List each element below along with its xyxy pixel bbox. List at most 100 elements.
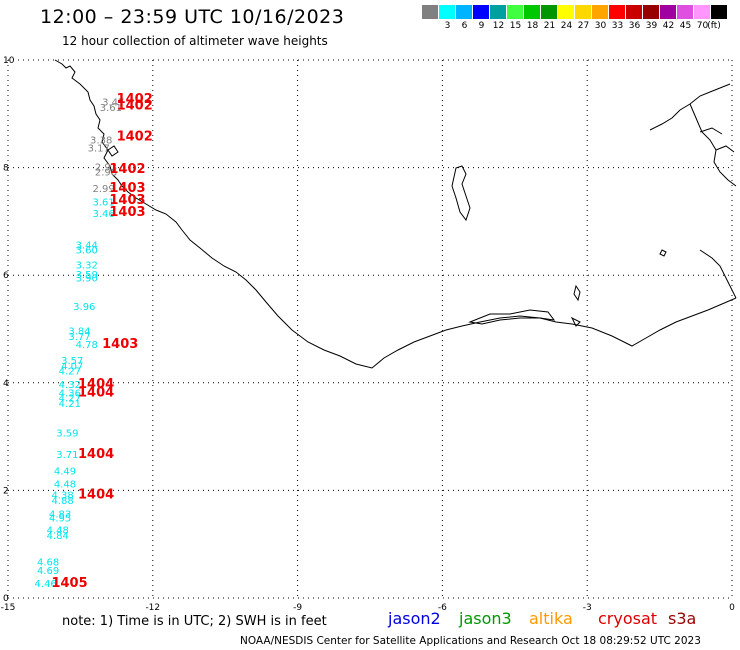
y-tick-label: 4 [3, 379, 9, 389]
color-scale-label: 36 [628, 21, 641, 31]
wave-height-label: 3.32 [76, 261, 98, 272]
wave-height-label: 4.32 [59, 380, 81, 391]
map-title: 12:00 – 23:59 UTC 10/16/2023 [40, 6, 345, 28]
color-scale-swatch [694, 5, 711, 19]
coastal-islet-2 [570, 316, 581, 327]
color-scale-label: 70 [696, 21, 709, 31]
coastline [54, 59, 737, 369]
x-tick-label: -3 [583, 603, 592, 613]
color-scale-label: 21 [543, 21, 556, 31]
wave-height-label: 4.83 [49, 509, 71, 520]
wave-height-label: 3.44 [76, 240, 98, 251]
y-tick-label: 10 [3, 56, 15, 66]
wave-height-label: 3.38 [90, 135, 112, 146]
wave-height-label: 4.78 [76, 340, 98, 351]
color-scale-label: 3 [444, 21, 451, 31]
y-tick-label: 6 [3, 271, 9, 281]
coastal-islet [573, 284, 581, 302]
coastline-inlet [107, 145, 119, 157]
west-africa-coastline [54, 59, 737, 369]
color-scale-swatches [422, 5, 728, 19]
wave-height-label: 3.59 [56, 429, 78, 440]
wave-height-label: 3.84 [68, 326, 90, 337]
x-tick-label: -12 [145, 603, 160, 613]
pass-time-label: 1403 [109, 193, 145, 208]
wave-height-color-scale: 3 6 9 12 15 18 21 24 27 30 33 36 39 42 45 70 (ft) [422, 5, 728, 33]
x-tick-label: -9 [293, 603, 302, 613]
wave-height-label: 3.61 [100, 103, 122, 114]
pass-time-label: 1402 [117, 130, 153, 145]
x-tick-label: -6 [438, 603, 447, 613]
wave-height-label: 2.98 [95, 168, 117, 179]
color-scale-labels: 3 6 9 12 15 18 21 24 27 30 33 36 39 42 45 70 (ft) [422, 19, 728, 33]
color-scale-swatch [422, 5, 439, 19]
wave-height-label: 4.69 [37, 566, 59, 577]
color-scale-label: 45 [679, 21, 692, 31]
y-tick-label: 2 [3, 486, 9, 496]
color-scale-swatch [473, 5, 490, 19]
color-scale-label: 30 [594, 21, 607, 31]
wave-height-label: 4.36 [59, 388, 81, 399]
legend-entry-cryosat: cryosat [598, 609, 658, 628]
color-scale-label: 39 [645, 21, 658, 31]
pass-time-label: 1403 [109, 205, 145, 220]
northeast-river-system [649, 83, 737, 187]
color-scale-label: 27 [577, 21, 590, 31]
color-scale-label: 42 [662, 21, 675, 31]
color-scale-swatch [541, 5, 558, 19]
pass-time-label: 1404 [78, 385, 114, 400]
pass-time-label: 1402 [117, 98, 153, 113]
pass-time-label: 1405 [51, 576, 87, 591]
color-scale-swatch [439, 5, 456, 19]
y-tick-label: 8 [3, 164, 9, 174]
legend-entry-jason3: jason3 [459, 609, 512, 628]
wave-height-label: 3.57 [61, 356, 83, 367]
wave-height-label: 4.68 [37, 558, 59, 569]
wave-height-label: 3.77 [68, 332, 90, 343]
wave-height-label: 4.46 [35, 579, 57, 590]
legend-entry-s3a: s3a [668, 609, 697, 628]
color-scale-swatch [626, 5, 643, 19]
coastal-lagoon [468, 309, 556, 325]
footer-note: note: 1) Time is in UTC; 2) SWH is in fe… [62, 614, 327, 629]
color-scale-swatch [558, 5, 575, 19]
wave-height-label: 3.90 [76, 274, 98, 285]
wave-height-label: 3.59 [76, 270, 98, 281]
color-scale-swatch [609, 5, 626, 19]
wave-height-label: 4.07 [61, 361, 83, 372]
x-tick-label: 0 [729, 603, 735, 613]
wave-height-label: 3.46 [92, 209, 114, 220]
color-scale-swatch [524, 5, 541, 19]
axis-ticks: -15 -12 -9 -6 -3 0 0 2 4 6 8 10 [1, 56, 735, 613]
color-scale-label: 12 [492, 21, 505, 31]
color-scale-label: 15 [509, 21, 522, 31]
color-scale-label: 6 [461, 21, 468, 31]
pass-time-label: 1402 [117, 92, 153, 107]
east-coast-bend [699, 249, 737, 299]
map-grid [7, 59, 733, 599]
altimeter-observations: 3.473.613.383.172.932.982.993.613.463.44… [35, 92, 153, 591]
wave-height-label: 3.71 [56, 450, 78, 461]
color-scale-label: 9 [478, 21, 485, 31]
wave-height-label: 4.88 [51, 496, 73, 507]
wave-height-label: 3.47 [102, 98, 124, 109]
y-tick-label: 0 [3, 594, 9, 604]
pass-time-label: 1402 [109, 162, 145, 177]
footer-credit: NOAA/NESDIS Center for Satellite Applica… [240, 635, 701, 647]
bioko-island [451, 165, 471, 222]
wave-height-label: 4.38 [51, 490, 73, 501]
pass-time-label: 1403 [109, 181, 145, 196]
wave-height-label: 2.93 [95, 162, 117, 173]
color-scale-label: 33 [611, 21, 624, 31]
wave-height-label: 4.21 [59, 399, 81, 410]
color-scale-swatch [643, 5, 660, 19]
wave-height-label: 3.96 [73, 302, 95, 313]
map-subtitle: 12 hour collection of altimeter wave hei… [62, 34, 328, 48]
legend-entry-altika: altika [529, 609, 573, 628]
wave-height-label: 4.95 [49, 514, 71, 525]
wave-height-label: 4.48 [47, 525, 69, 536]
wave-height-label: 3.61 [92, 197, 114, 208]
color-scale-swatch [711, 5, 728, 19]
pass-time-label: 1404 [78, 487, 114, 502]
